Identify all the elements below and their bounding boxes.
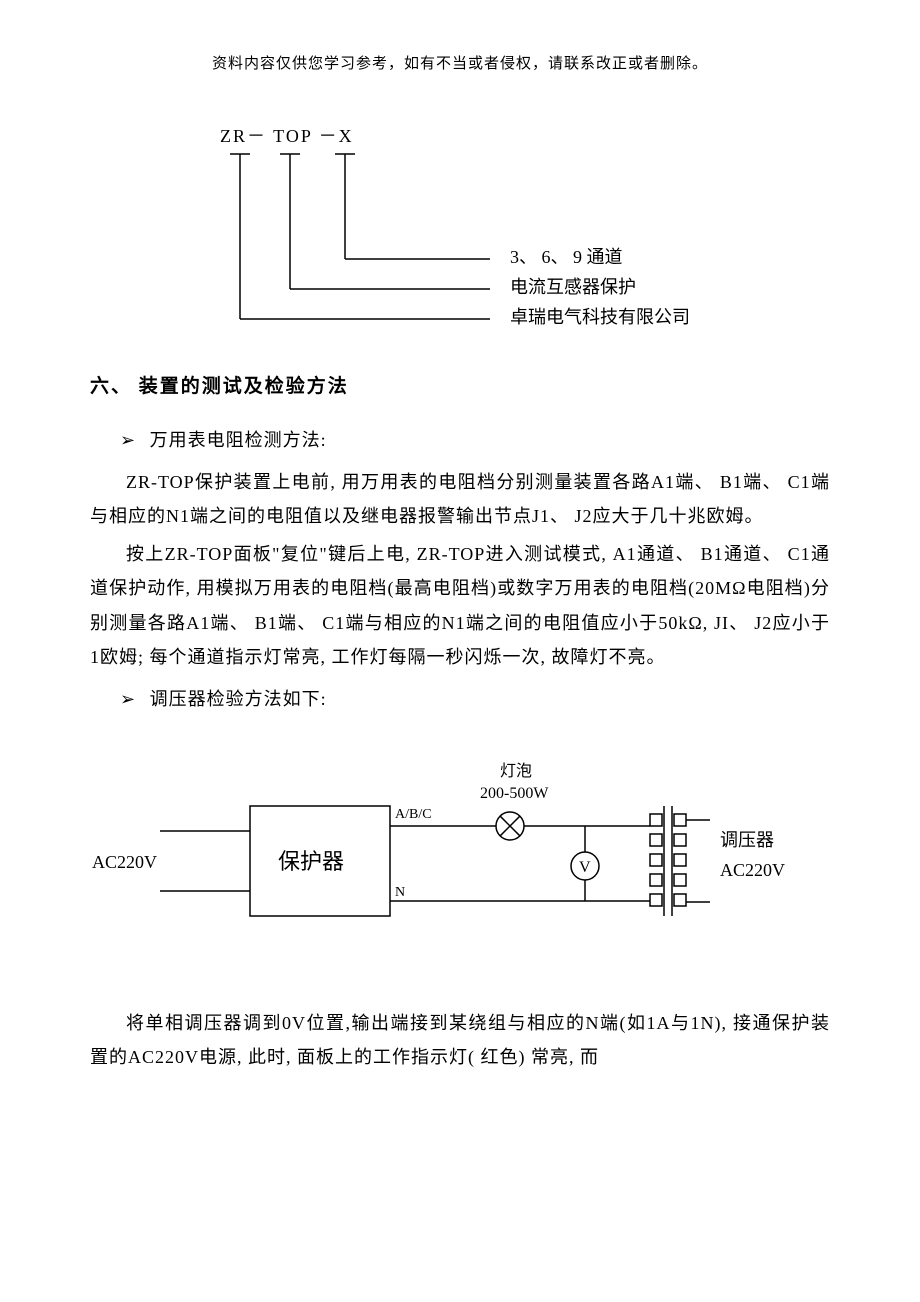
svg-text:卓瑞电气科技有限公司: 卓瑞电气科技有限公司	[510, 307, 690, 327]
paragraph-3: 将单相调压器调到0V位置,输出端接到某绕组与相应的N端(如1A与1N), 接通保…	[90, 1006, 830, 1074]
bullet-arrow-icon: ➢	[120, 689, 136, 709]
svg-text:AC220V: AC220V	[720, 860, 785, 880]
circuit-diagram: 保护器 AC220V A/B/C N 灯泡 200-500W V 调压器 AC220V	[90, 746, 830, 976]
svg-text:灯泡: 灯泡	[500, 762, 532, 780]
svg-text:N: N	[395, 885, 405, 900]
svg-text:3、 6、 9 通道: 3、 6、 9 通道	[510, 247, 623, 267]
svg-text:200-500W: 200-500W	[480, 785, 549, 802]
svg-text:AC220V: AC220V	[92, 852, 157, 872]
bullet-text: 调压器检验方法如下:	[150, 689, 327, 709]
document-page: 资料内容仅供您学习参考，如有不当或者侵权，请联系改正或者删除。 ZR－ TOP …	[0, 0, 920, 1128]
paragraph-2: 按上ZR-TOP面板"复位"键后上电, ZR-TOP进入测试模式, A1通道、 …	[90, 537, 830, 674]
bullet-multimeter: ➢ 万用表电阻检测方法:	[120, 423, 830, 457]
paragraph-1: ZR-TOP保护装置上电前, 用万用表的电阻档分别测量装置各路A1端、 B1端、…	[90, 465, 830, 533]
svg-text:调压器: 调压器	[720, 830, 774, 850]
bullet-text: 万用表电阻检测方法:	[150, 430, 327, 450]
paragraph-3-block: 将单相调压器调到0V位置,输出端接到某绕组与相应的N端(如1A与1N), 接通保…	[90, 1006, 830, 1074]
paragraph-1-block: ZR-TOP保护装置上电前, 用万用表的电阻档分别测量装置各路A1端、 B1端、…	[90, 465, 830, 533]
diagram2-svg: 保护器 AC220V A/B/C N 灯泡 200-500W V 调压器 AC220V	[90, 746, 830, 976]
model-key-diagram: ZR－ TOP －X 3、 6、 9 通道电流互感器保护卓瑞电气科技有限公司	[220, 119, 830, 349]
paragraph-2-block: 按上ZR-TOP面板"复位"键后上电, ZR-TOP进入测试模式, A1通道、 …	[90, 537, 830, 674]
svg-text:保护器: 保护器	[278, 849, 344, 874]
diagram1-svg: 3、 6、 9 通道电流互感器保护卓瑞电气科技有限公司	[220, 119, 780, 349]
bullet-regulator: ➢ 调压器检验方法如下:	[120, 682, 830, 716]
section-title: 六、 装置的测试及检验方法	[90, 369, 830, 405]
bullet-arrow-icon: ➢	[120, 430, 136, 450]
svg-text:A/B/C: A/B/C	[395, 807, 432, 822]
svg-text:电流互感器保护: 电流互感器保护	[510, 277, 636, 297]
svg-text:V: V	[579, 859, 591, 876]
header-note: 资料内容仅供您学习参考，如有不当或者侵权，请联系改正或者删除。	[90, 50, 830, 79]
